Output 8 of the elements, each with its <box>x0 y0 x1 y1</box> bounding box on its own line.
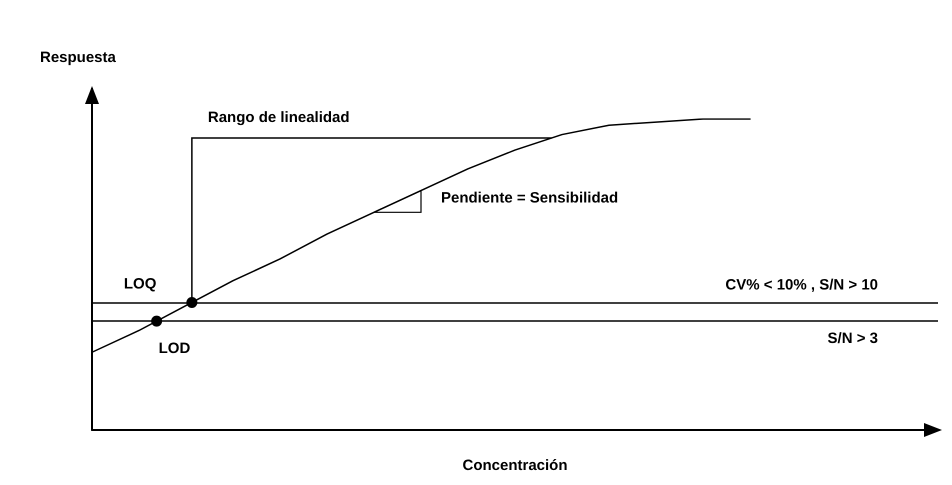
ref-line-label: S/N > 3 <box>828 330 878 348</box>
x-axis-title: Concentración <box>462 457 568 474</box>
ref-line-label: CV% < 10% , S/N > 10 <box>725 276 878 294</box>
annotation: LOQ <box>124 275 157 292</box>
annotation: LOD <box>158 340 190 358</box>
annotation: Pendiente = Sensibilidad <box>441 190 618 207</box>
annotation: Rango de linealidad <box>208 109 350 126</box>
y-axis-title: Respuesta <box>40 49 117 66</box>
